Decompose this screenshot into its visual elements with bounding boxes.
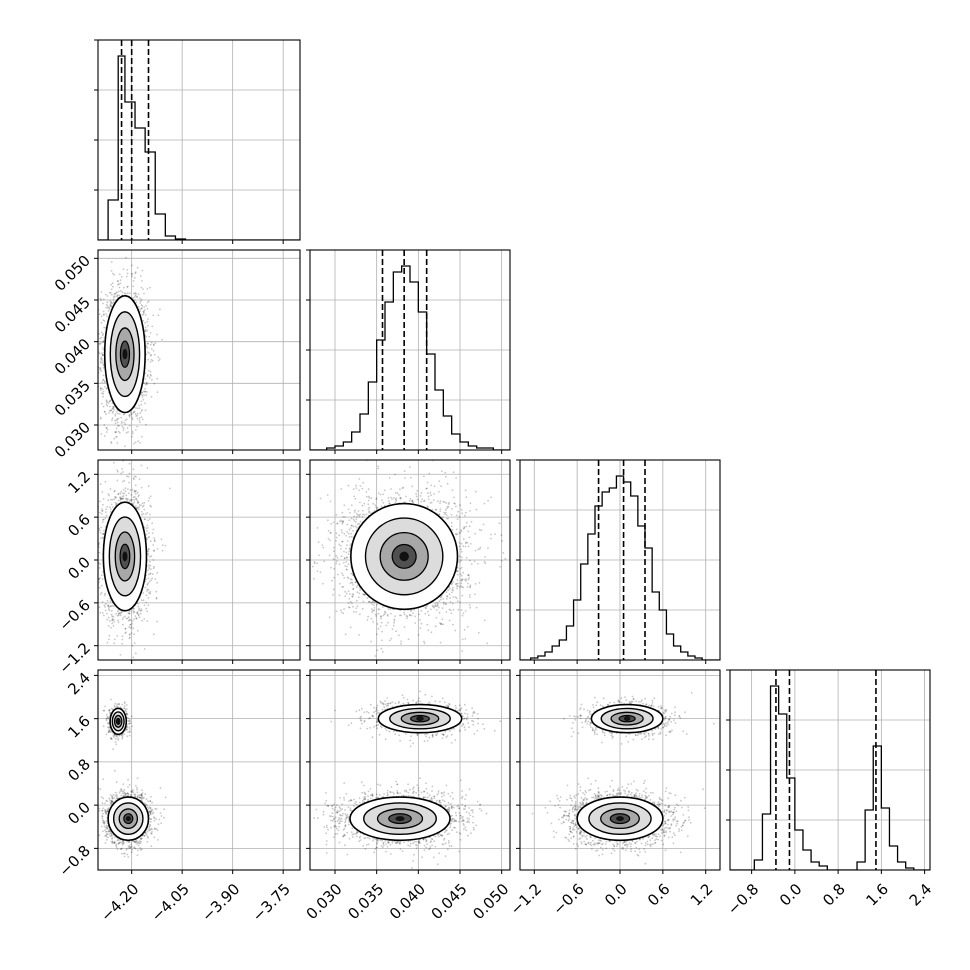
x-tick-label: 1.6 <box>863 880 893 910</box>
panel-hist-p3 <box>516 459 721 664</box>
x-tick-label: 0.0 <box>776 880 806 910</box>
x-tick-label: 0.8 <box>819 880 849 910</box>
density-peak <box>616 816 624 822</box>
axes-frame <box>97 249 301 451</box>
x-tick-label: −0.8 <box>724 880 762 918</box>
density-peak <box>395 816 405 822</box>
x-tick-label: −1.2 <box>507 880 545 918</box>
x-tick-label: 2.4 <box>906 880 936 910</box>
plot-area <box>310 250 510 450</box>
density-peak <box>416 716 424 722</box>
x-tick-label: −4.20 <box>97 880 142 925</box>
x-tick-label: −3.90 <box>198 880 243 925</box>
plot-area <box>310 460 510 660</box>
plot-area <box>520 460 720 660</box>
x-tick-label: 0.6 <box>644 880 674 910</box>
y-tick-label: −0.6 <box>56 596 94 634</box>
density-peak <box>125 816 131 822</box>
x-tick-label: 0.050 <box>469 880 512 923</box>
x-tick-label: −3.75 <box>249 880 294 925</box>
y-tick-label: 0.8 <box>64 755 94 785</box>
plot-area <box>98 40 300 240</box>
histogram-steps <box>520 475 720 660</box>
histogram-steps <box>310 265 510 450</box>
y-tick-label: −0.8 <box>56 842 94 880</box>
x-tick-label: −4.05 <box>148 880 193 925</box>
panel-hist-p1 <box>94 39 301 244</box>
plot-area <box>520 670 720 870</box>
x-tick-label: 0.035 <box>344 880 387 923</box>
panel-hist-p4: −0.8 0.0 0.8 1.6 2.4 <box>724 669 936 919</box>
density-peak <box>399 551 409 562</box>
plot-area <box>98 250 300 450</box>
density-peak <box>623 716 631 722</box>
plot-area <box>310 670 510 870</box>
panel-2d-p1-p4: −4.20 −4.05 −3.90 −3.752.41.60.80.0−0.8 <box>56 669 301 925</box>
y-tick-label: 0.0 <box>64 553 94 583</box>
y-tick-label: 0.035 <box>51 377 94 420</box>
y-tick-label: 0.040 <box>51 335 94 378</box>
y-tick-label: 1.6 <box>64 712 94 742</box>
panel-2d-p2-p3 <box>306 459 511 664</box>
y-tick-label: 0.050 <box>51 252 94 295</box>
histogram-steps <box>98 55 300 240</box>
plot-area <box>730 670 930 870</box>
y-tick-label: −1.2 <box>56 639 94 677</box>
plot-area <box>98 670 300 870</box>
y-tick-label: 0.030 <box>51 418 94 461</box>
panel-2d-p1-p3: 1.2 0.6 0.0 −0.6 −1.2 <box>56 459 301 677</box>
x-tick-label: 0.040 <box>386 880 429 923</box>
y-tick-label: 0.6 <box>64 510 94 540</box>
y-tick-label: 0.0 <box>64 798 94 828</box>
x-tick-label: −0.6 <box>549 880 587 918</box>
panel-2d-p3-p4: −1.2 −0.6 0.0 0.6 1.2 <box>507 669 721 919</box>
panel-hist-p2 <box>306 249 511 454</box>
density-peak <box>115 718 121 724</box>
axes-frame <box>309 669 511 871</box>
x-tick-label: 1.2 <box>687 880 717 910</box>
y-tick-label: 1.2 <box>64 468 94 498</box>
axes-frame <box>97 669 301 871</box>
x-tick-label: 0.030 <box>303 880 346 923</box>
density-peak <box>122 551 128 562</box>
plot-area <box>98 460 300 660</box>
density-peak <box>122 348 128 360</box>
x-tick-label: 0.0 <box>601 880 631 910</box>
y-tick-label: 0.045 <box>51 293 94 336</box>
x-tick-label: 0.045 <box>428 880 471 923</box>
histogram-steps <box>730 685 930 870</box>
